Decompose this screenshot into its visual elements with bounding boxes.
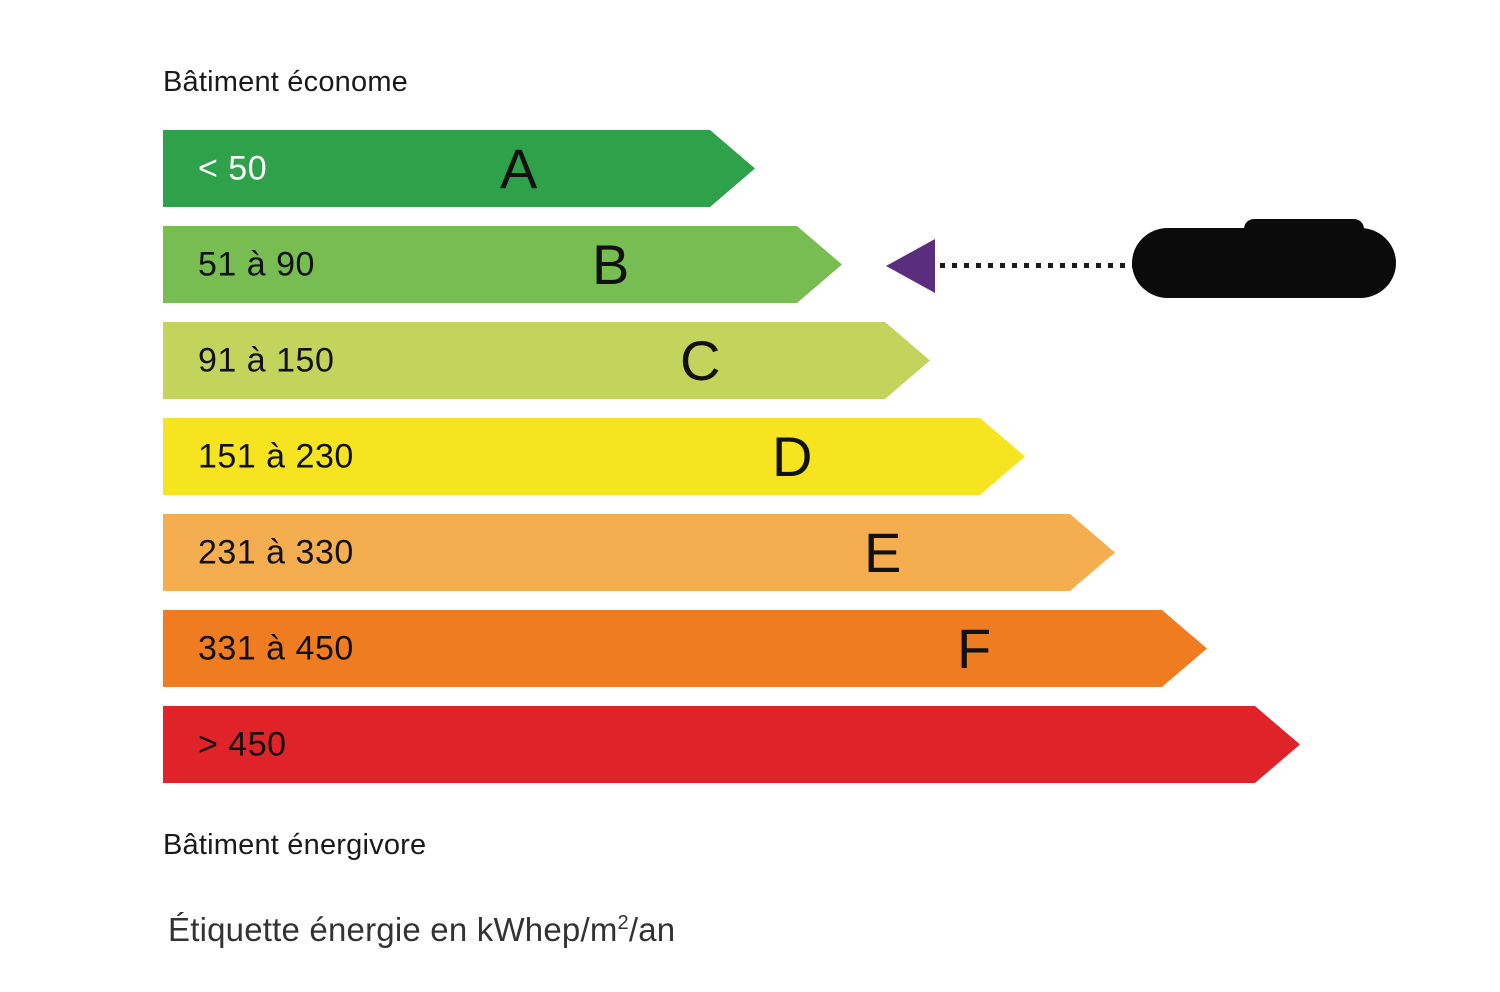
label-energy-unit: Étiquette énergie en kWhep/m2/an (168, 911, 675, 949)
energy-bar-c: 91 à 150 C (163, 322, 930, 399)
bar-range-value: > 450 (198, 725, 287, 763)
label-building-energy-hungry: Bâtiment énergivore (163, 829, 427, 861)
label-building-economical: Bâtiment économe (163, 66, 408, 98)
bar-arrow-shape (163, 418, 1025, 495)
energy-bar-e: 231 à 330 E (163, 514, 1115, 591)
energy-bar-f: 331 à 450 F (163, 610, 1207, 687)
dotted-connector-line (940, 263, 1135, 268)
bar-arrow-shape (163, 706, 1300, 783)
bar-class-letter: A (500, 136, 538, 200)
bar-range-value: 151 à 230 (198, 437, 354, 475)
bar-arrow-shape (163, 226, 842, 303)
energy-bar-g: > 450 (163, 706, 1300, 783)
bar-arrow-shape (163, 130, 755, 207)
bar-class-letter: F (957, 616, 992, 680)
bar-arrow-shape (163, 514, 1115, 591)
redacted-value-blob (1132, 219, 1396, 298)
bar-range-value: 231 à 330 (198, 533, 354, 571)
unit-suffix: /an (628, 911, 676, 948)
unit-prefix: Étiquette énergie en kWhep/m (168, 911, 618, 948)
unit-superscript: 2 (617, 912, 629, 934)
bar-arrow-shape (163, 610, 1207, 687)
energy-bar-a: < 50 A (163, 130, 755, 207)
bar-range-value: 331 à 450 (198, 629, 354, 667)
bar-range-value: 91 à 150 (198, 341, 335, 379)
bar-class-letter: B (592, 232, 630, 296)
arrow-left-icon (886, 239, 935, 293)
bar-class-letter: D (772, 424, 813, 488)
energy-bar-b: 51 à 90 B (163, 226, 842, 303)
energy-bar-d: 151 à 230 D (163, 418, 1025, 495)
bar-range-value: < 50 (198, 149, 268, 187)
bar-arrow-shape (163, 322, 930, 399)
bar-class-letter: C (680, 328, 721, 392)
bar-range-value: 51 à 90 (198, 245, 315, 283)
bar-class-letter: E (864, 520, 902, 584)
